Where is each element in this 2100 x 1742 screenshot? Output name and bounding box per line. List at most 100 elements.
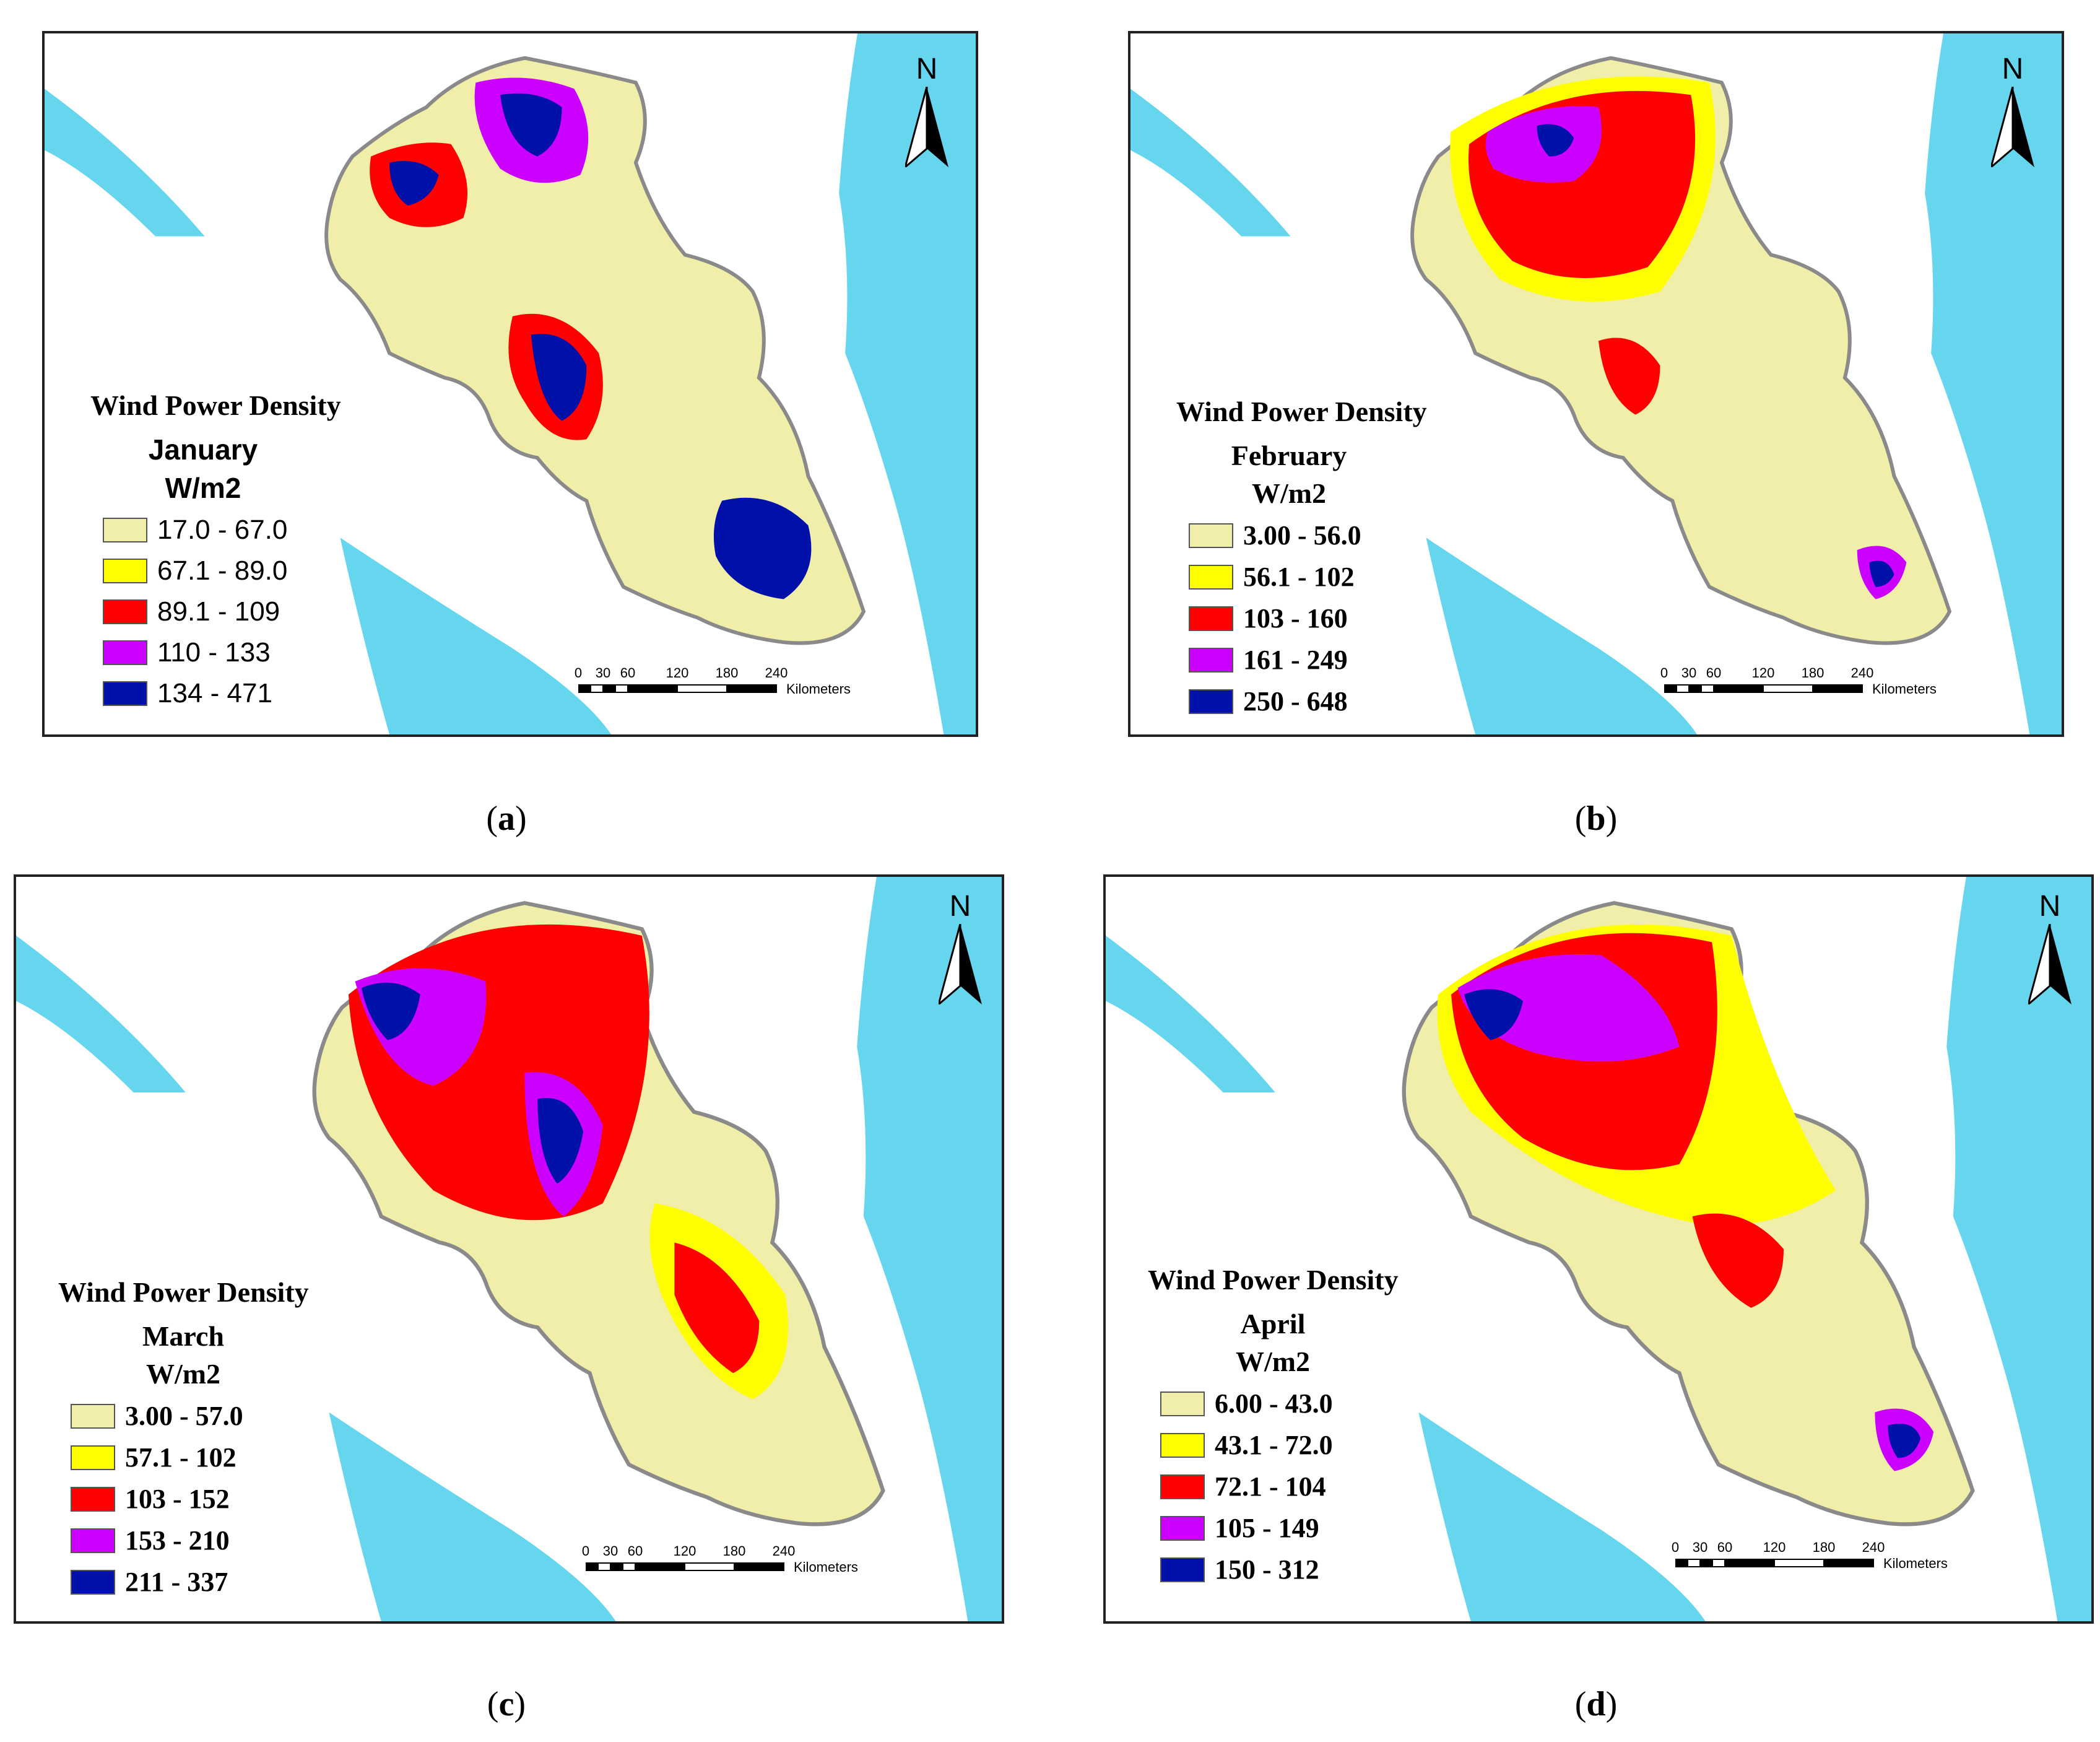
north-label: N: [2039, 890, 2061, 923]
scale-tick-label: 60: [620, 665, 636, 681]
legend-range: 153 - 210: [125, 1525, 230, 1556]
scale-tick-label: 120: [1751, 665, 1775, 681]
scale-segment: [734, 1562, 784, 1571]
legend-class-row: 103 - 152: [41, 1483, 326, 1515]
scale-segment: [1712, 1559, 1725, 1567]
legend-swatch: [103, 640, 147, 665]
map-march: [16, 877, 1002, 1621]
legend-swatch: [1189, 564, 1233, 590]
scale-tick-label: 60: [627, 1543, 643, 1559]
scale-tick-label: 180: [715, 665, 739, 681]
scale-tick-label: 60: [1706, 665, 1722, 681]
scale-tick-label: 0: [1671, 1539, 1680, 1555]
zone-red-central: [1692, 1213, 1784, 1308]
zone-blue-central: [537, 1097, 584, 1184]
zone-red-east: [674, 1242, 760, 1374]
sea-gulf: [1946, 877, 2091, 1621]
legend-unit: W/m2: [165, 472, 241, 504]
legend-range: 250 - 648: [1243, 686, 1348, 716]
legend-swatch: [1189, 647, 1233, 673]
scale-bar: 0 30 60 120 180 240 Kilometers: [1660, 665, 1961, 702]
zone-highest-nw: [389, 161, 439, 206]
legend-swatch: [1160, 1515, 1205, 1541]
scale-bar-graphic: [1664, 684, 1863, 693]
north-arrow-icon: [905, 87, 948, 167]
scale-segment: [627, 684, 678, 693]
sea-pacific-south: [1418, 1412, 1706, 1621]
north-arrow: N: [899, 52, 955, 170]
legend-class-row: 250 - 648: [1159, 686, 1419, 717]
legend-class-row: 3.00 - 57.0: [41, 1400, 326, 1432]
sea-pacific-south: [329, 1412, 616, 1621]
zone-highest-north: [500, 93, 562, 157]
legend-range: 72.1 - 104: [1215, 1471, 1326, 1502]
scale-segment: [1823, 1559, 1874, 1567]
map-panel-february: Wind Power Density February W/m2 3.00 - …: [1128, 31, 2064, 737]
scale-tick-label: 30: [595, 665, 611, 681]
scale-tick-label: 180: [1801, 665, 1824, 681]
legend-class-row: 211 - 337: [41, 1566, 326, 1598]
zone-purple-north: [1457, 954, 1680, 1062]
legend-title: Wind Power Density: [90, 390, 341, 421]
zone-highest-se: [713, 497, 812, 599]
scale-tick-label: 240: [1851, 665, 1874, 681]
scale-tick-label: 0: [581, 1543, 590, 1559]
caption-letter: c: [498, 1685, 514, 1723]
legend-swatch: [103, 518, 147, 542]
zone-blue-nw: [1464, 989, 1523, 1040]
legend-range: 57.1 - 102: [125, 1442, 236, 1473]
scale-segment: [1687, 1559, 1701, 1567]
legend-range: 150 - 312: [1215, 1554, 1319, 1585]
caption-d: (d): [1574, 1685, 1618, 1723]
legend-unit: W/m2: [145, 1358, 221, 1390]
legend-swatch: [71, 1528, 115, 1553]
north-label: N: [2002, 53, 2024, 85]
north-arrow: N: [932, 889, 988, 1007]
legend-swatch: [103, 681, 147, 706]
legend-class-row: 150 - 312: [1130, 1554, 1415, 1585]
scale-segment: [1675, 1559, 1688, 1567]
north-arrow: N: [2022, 889, 2078, 1007]
legend-swatch: [103, 559, 147, 583]
north-arrow: N: [1985, 52, 2041, 170]
legend-range: 67.1 - 89.0: [157, 555, 288, 586]
legend-february: Wind Power Density February W/m2 3.00 - …: [1159, 386, 1427, 733]
scale-tick-label: 240: [765, 665, 788, 681]
scale-segment: [1664, 684, 1677, 693]
scale-segment: [586, 1562, 599, 1571]
legend-swatch: [1189, 523, 1233, 548]
scale-segment: [590, 684, 604, 693]
scale-segment: [597, 1562, 611, 1571]
north-arrow-icon: [2028, 924, 2072, 1004]
north-arrow-icon: [939, 924, 982, 1004]
scale-tick-label: 120: [666, 665, 689, 681]
legend-swatch: [71, 1403, 115, 1429]
scale-unit: Kilometers: [1883, 1556, 1948, 1571]
zone-red-central: [1598, 338, 1660, 415]
scale-segment: [1774, 1559, 1824, 1567]
legend-class-row: 72.1 - 104: [1130, 1471, 1415, 1502]
legend-range: 6.00 - 43.0: [1215, 1388, 1333, 1419]
legend-class-row: 67.1 - 89.0: [73, 555, 333, 586]
legend-january: Wind Power Density January W/m2 17.0 - 6…: [73, 380, 341, 733]
caption-letter: b: [1586, 799, 1606, 838]
caption-c: (c): [487, 1685, 526, 1723]
scale-bar-graphic: [1675, 1559, 1874, 1567]
legend-swatch: [1160, 1557, 1205, 1582]
scale-segment: [1676, 684, 1690, 693]
legend-class-row: 3.00 - 56.0: [1159, 520, 1419, 551]
legend-class-row: 153 - 210: [41, 1525, 326, 1556]
legend-title: Wind Power Density: [1176, 396, 1427, 427]
legend-swatch: [71, 1569, 115, 1595]
legend-range: 161 - 249: [1243, 645, 1348, 675]
legend-swatch: [1160, 1391, 1205, 1416]
scale-tick-label: 60: [1717, 1539, 1733, 1555]
legend-class-row: 105 - 149: [1130, 1512, 1415, 1544]
zone-blue-se: [1869, 560, 1894, 587]
sea-pacific-south: [1426, 538, 1698, 734]
legend-month: February: [1231, 440, 1347, 471]
caption-letter: d: [1586, 1685, 1606, 1723]
legend-month: March: [142, 1320, 224, 1352]
sea-pacific-west: [16, 935, 186, 1092]
legend-class-row: 110 - 133: [73, 637, 333, 668]
